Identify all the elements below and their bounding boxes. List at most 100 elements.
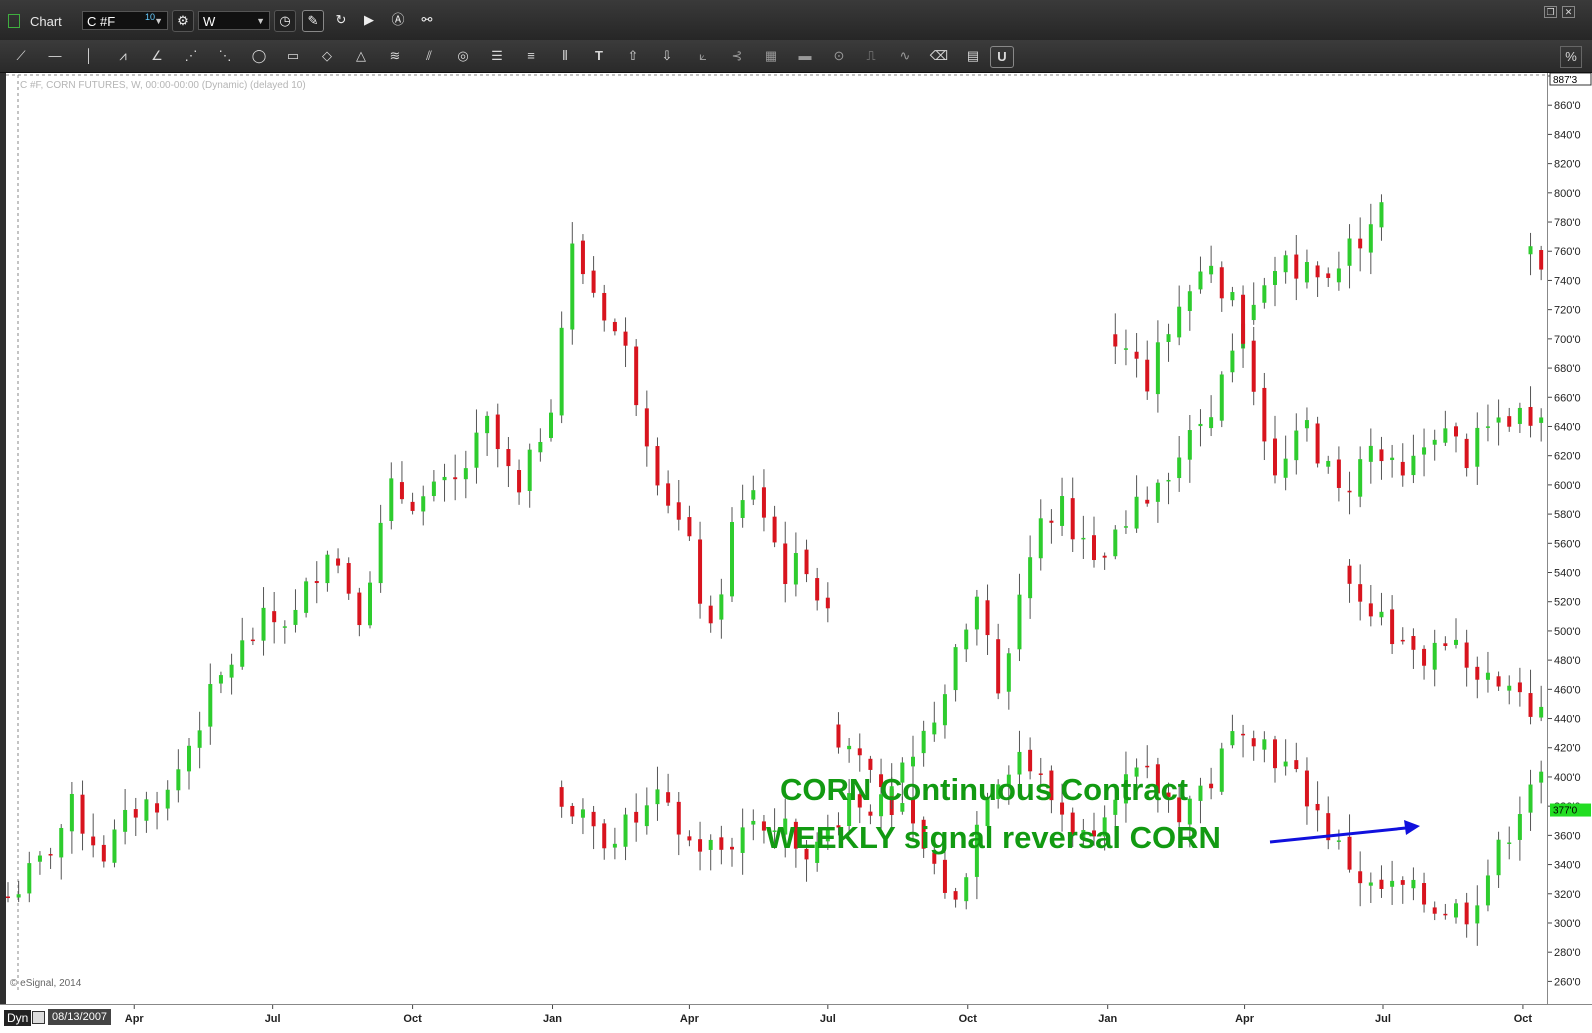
symbol-field[interactable]: C #F 10 ▼ [82,11,168,30]
calendar-icon[interactable] [32,1011,45,1024]
candle-up [570,243,575,330]
candle-down [634,346,639,406]
comment-tool-icon[interactable]: ▤ [966,48,980,63]
eraser-tool-icon[interactable]: ⌫ [929,48,949,63]
wave-tool-icon[interactable]: ∿ [899,48,911,63]
restore-icon[interactable]: ❐ [1544,6,1557,18]
refresh-icon[interactable]: ↻ [335,12,347,27]
candle-down [1528,406,1533,426]
candle-up [1432,439,1437,445]
candle-down [687,517,692,537]
text-a-icon[interactable]: Ⓐ [391,12,405,27]
symbol-value: C #F [87,14,116,29]
gann-tool-icon[interactable]: ⋱ [218,48,232,63]
candle-down [1358,871,1363,884]
vertical-line-tool-icon[interactable]: │ [84,48,94,63]
candle-down [1102,555,1107,558]
candle-up [165,789,170,809]
interval-field[interactable]: W ▼ [198,11,270,30]
arrow-down-tool-icon[interactable]: ⇩ [661,48,673,63]
pti-tool-icon[interactable]: ⎍ [866,48,876,63]
candle-up [751,820,756,825]
rectangle-tool-icon[interactable]: ▭ [286,48,300,63]
fan-tool-icon[interactable]: ⋰ [184,48,198,63]
play-icon[interactable]: ▶ [364,12,374,27]
candle-up [825,827,830,842]
price-tag-top-label: 887'3 [1553,75,1578,86]
candle-down [1028,749,1033,772]
clock-icon[interactable]: ◷ [274,10,296,32]
mob-tool-icon[interactable]: ▬ [798,48,812,63]
candle-down [336,558,341,566]
options-icon[interactable]: % [1560,46,1582,68]
candle-up [485,415,490,434]
pencil-icon[interactable]: ✎ [302,10,324,32]
candle-up [1230,731,1235,746]
angle-tool-icon[interactable]: ∠ [151,48,163,63]
parallel-lines-tool-icon[interactable]: ⫽ [426,48,432,63]
candle-down [1315,803,1320,811]
settings-icon[interactable]: ⚙ [172,10,194,32]
candle-up [1517,814,1522,840]
candle-down [453,477,458,480]
channel-tool-icon[interactable]: ≋ [389,48,401,63]
candle-up [900,762,905,783]
price-tick-label: 640'0 [1554,421,1581,433]
candle-up [911,756,915,767]
grid-tool-icon[interactable]: ▦ [764,48,778,63]
cycle-tool-icon[interactable]: ⊙ [833,48,845,63]
candle-down [1539,250,1544,270]
triangle-tool-icon[interactable]: △ [356,48,366,63]
text-tool-icon[interactable]: T [595,48,603,63]
candle-down [1517,682,1522,693]
price-tick-label: 720'0 [1554,305,1581,317]
candle-down [591,811,596,827]
candle-up [1187,798,1192,825]
time-zones-tool-icon[interactable]: ⦀ [562,48,568,63]
candle-up [612,843,617,848]
trendline-tool-icon[interactable]: ⟋ [16,48,26,63]
candle-up [1528,784,1533,813]
fibonacci-tool-icon[interactable]: ☰ [491,48,503,63]
candle-up [1198,785,1203,801]
candle-up [1368,224,1373,253]
magnet-icon[interactable]: U [990,46,1014,68]
candle-down [602,292,607,321]
candle-down [1496,676,1501,687]
candle-down [996,639,1001,694]
candle-down [1422,883,1427,905]
candle-down [1155,764,1160,794]
levels-tool-icon[interactable]: ≡ [527,48,535,63]
candle-down [921,819,926,849]
ellipse-tool-icon[interactable]: ◯ [251,48,267,63]
candle-down [80,794,85,834]
candle-up [1123,348,1128,350]
circles-tool-icon[interactable]: ◎ [457,48,469,63]
price-axis[interactable]: 260'0280'0300'0320'0340'0360'0380'0400'0… [1547,71,1592,1004]
candle-down [1219,267,1224,299]
candle-up [580,809,585,818]
link-icon[interactable]: ⚯ [421,12,433,27]
price-tick-label: 400'0 [1554,772,1581,784]
candle-up [1507,842,1512,844]
arrow-up-tool-icon[interactable]: ⇧ [627,48,639,63]
title-bar: Chart C #F 10 ▼ ⚙ W ▼ ◷ ✎ ↻ ▶ Ⓐ ⚯ ❐ ✕ [0,0,1592,41]
diamond-tool-icon[interactable]: ◇ [322,48,332,63]
candle-up [240,640,245,667]
candle-down [1294,254,1299,279]
plot-area[interactable]: C #F, CORN FUTURES, W, 00:00-00:00 (Dyna… [6,73,1586,1004]
candle-up [1347,238,1352,266]
candle-up [1454,903,1458,918]
time-tick-label: Oct [403,1013,422,1025]
candle-down [1134,351,1139,359]
arc-tool-icon[interactable]: ⊰ [731,48,743,63]
candle-down [1528,693,1533,717]
mode-label[interactable]: Dyn [4,1010,32,1026]
close-icon[interactable]: ✕ [1562,6,1575,18]
zigzag-tool-icon[interactable]: ⩘ [119,48,127,63]
time-tick-label: Jul [1375,1013,1391,1025]
speed-lines-tool-icon[interactable]: ⟀ [699,48,707,63]
candle-up [16,894,21,898]
horizontal-line-tool-icon[interactable]: — [48,48,62,63]
time-axis[interactable]: Dyn 08/13/2007 Apr Jul Oct Jan Apr Jul Oct Jan A… [0,1004,1592,1033]
